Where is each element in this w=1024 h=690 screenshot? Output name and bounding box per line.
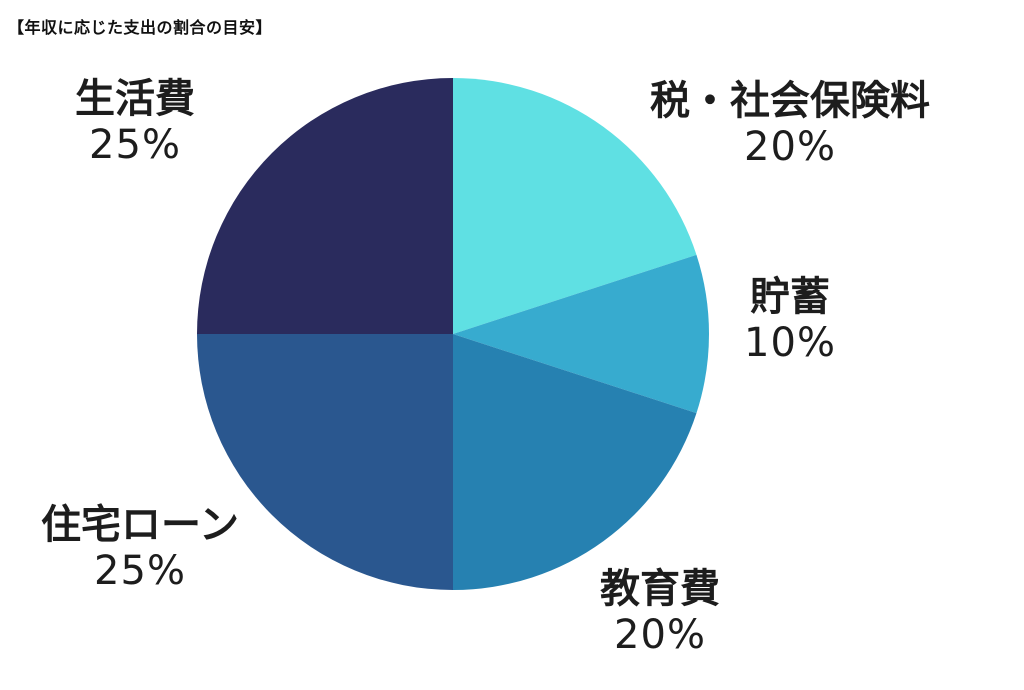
pie-slice-housing-loan: [197, 334, 453, 590]
slice-name: 貯蓄: [750, 274, 830, 320]
pie-slice-education: [453, 334, 697, 590]
slice-name: 生活費: [75, 76, 195, 122]
slice-name: 税・社会保険料: [650, 78, 930, 124]
slice-label-education: 教育費 20%: [560, 566, 760, 658]
slice-percent: 10%: [744, 320, 836, 366]
slice-percent: 25%: [89, 122, 181, 168]
slice-percent: 20%: [744, 124, 836, 170]
slice-label-tax: 税・社会保険料 20%: [620, 78, 960, 170]
pie-slice-savings: [453, 254, 709, 414]
pie-slice-living-expenses: [197, 78, 453, 334]
pie-slice-tax: [453, 78, 697, 334]
slice-label-housing-loan: 住宅ローン 25%: [20, 502, 260, 594]
slice-label-living-expenses: 生活費 25%: [40, 76, 230, 168]
slice-name: 教育費: [600, 566, 720, 612]
slice-percent: 20%: [614, 612, 706, 658]
slice-percent: 25%: [94, 548, 186, 594]
slice-name: 住宅ローン: [41, 502, 239, 548]
slice-label-savings: 貯蓄 10%: [700, 274, 880, 366]
chart-title: 【年収に応じた支出の割合の目安】: [8, 18, 273, 37]
